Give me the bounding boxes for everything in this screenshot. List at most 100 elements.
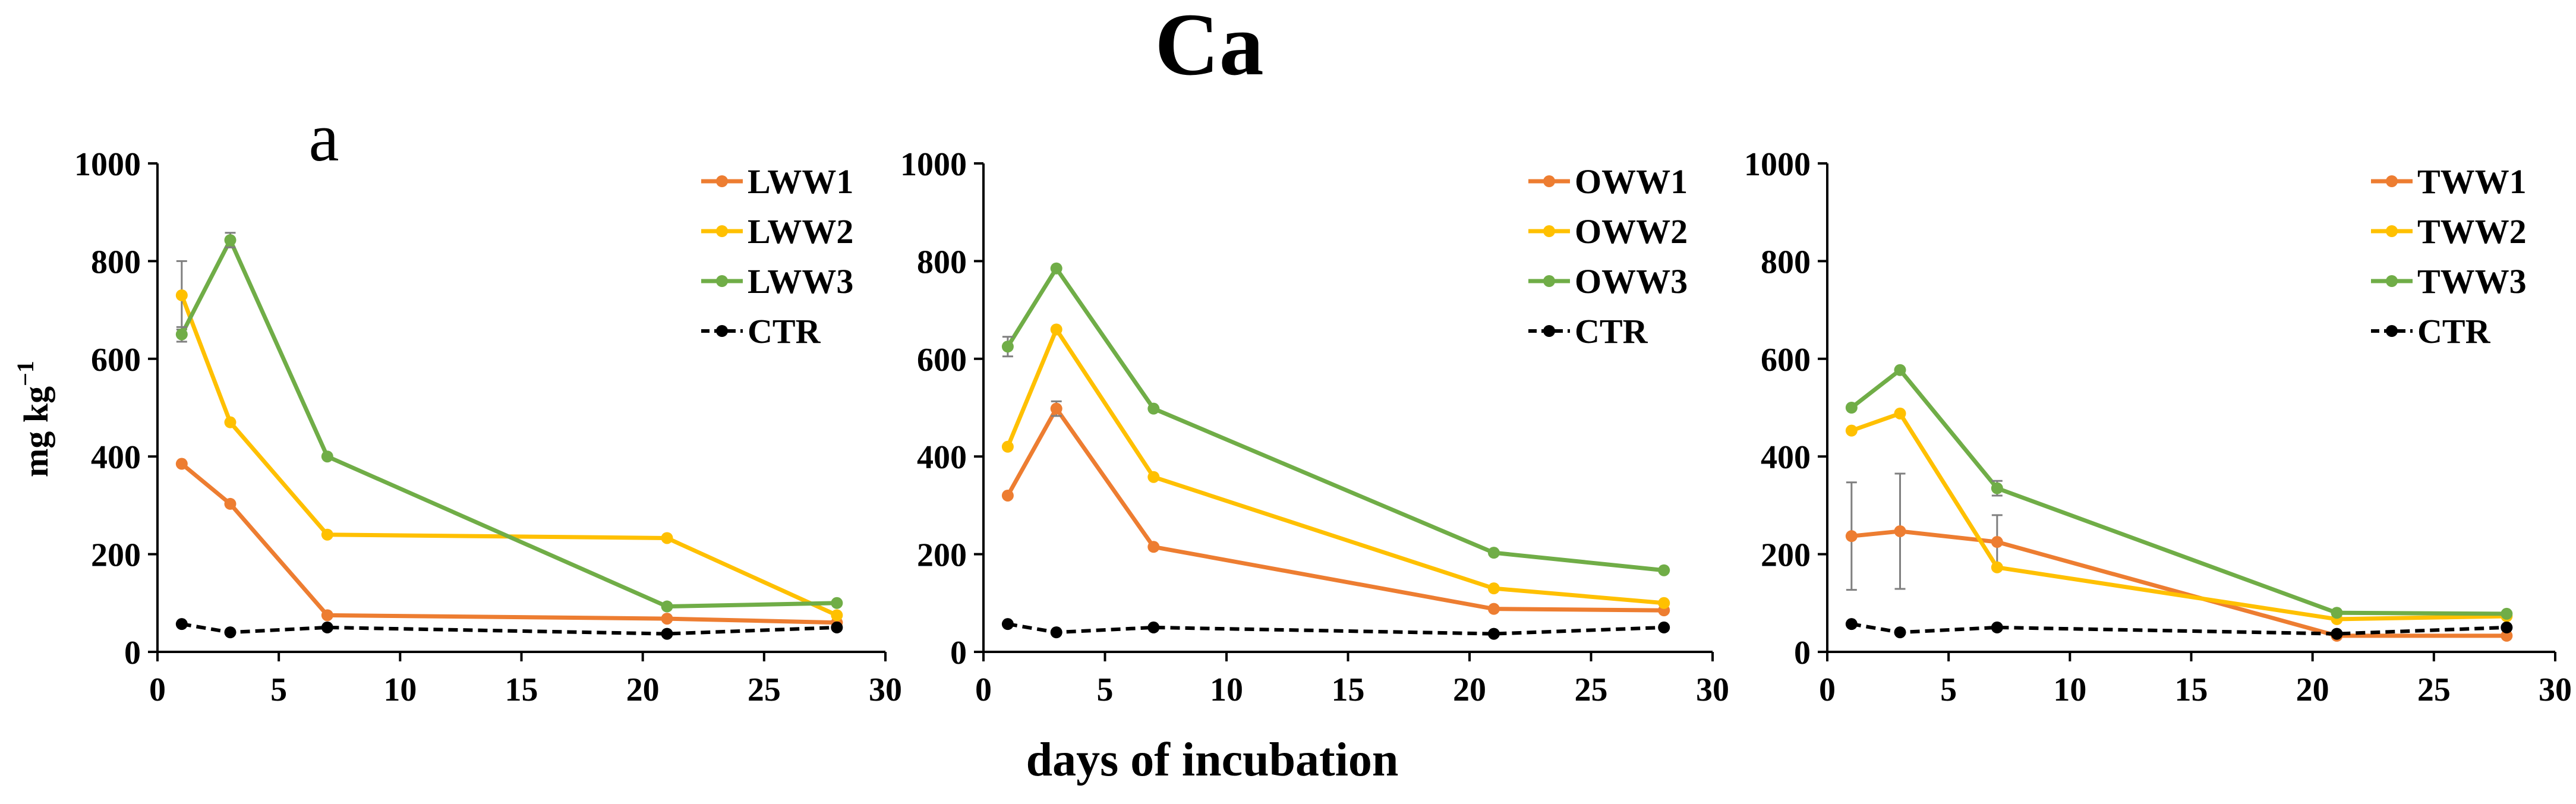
y-axis-label: mg kg−1 [12, 361, 55, 477]
series-line [1851, 529, 2507, 638]
series-CTR [175, 618, 843, 640]
data-point [831, 597, 843, 609]
x-tick-label: 10 [1210, 671, 1243, 708]
data-point [1001, 340, 1014, 353]
data-point [661, 600, 673, 613]
series-line [1005, 406, 1664, 613]
data-point [1658, 564, 1670, 576]
data-point [1001, 489, 1014, 502]
data-point [175, 458, 188, 470]
x-tick-label: 10 [2053, 671, 2086, 708]
legend-label: TWW1 [2417, 162, 2527, 201]
data-point [1845, 618, 1858, 630]
legend-marker [2386, 275, 2398, 287]
series-TWW3 [1845, 364, 2513, 620]
legend-item: TWW1 [2371, 162, 2527, 201]
data-point [2501, 629, 2513, 642]
data-point [175, 328, 188, 340]
y-tick-label: 800 [91, 244, 141, 280]
legend-marker [1543, 225, 1555, 237]
panel-letter: a [308, 100, 339, 175]
data-point [1894, 626, 1906, 639]
legend-marker [1543, 175, 1555, 187]
y-tick-label: 400 [917, 439, 967, 476]
legend-item: LWW2 [701, 212, 853, 251]
series-CTR [1001, 618, 1670, 640]
data-point [1894, 525, 1906, 537]
series-LWW3 [175, 232, 843, 613]
data-point [2501, 607, 2513, 620]
y-tick-label: 200 [917, 537, 967, 574]
y-tick-label: 600 [1761, 342, 1811, 379]
data-point [1991, 482, 2003, 494]
y-tick-label: 400 [1761, 439, 1811, 476]
data-point [1658, 621, 1670, 633]
x-tick-label: 20 [2296, 671, 2329, 708]
legend-item: OWW1 [1528, 162, 1688, 201]
data-point [1050, 402, 1062, 415]
data-point [2331, 607, 2343, 619]
x-tick-label: 25 [2417, 671, 2451, 708]
data-point [224, 416, 237, 428]
legend-marker [2386, 325, 2398, 337]
series-line [1005, 266, 1664, 573]
data-point [2331, 628, 2343, 640]
legend-marker [2386, 175, 2398, 187]
legend-label: LWW3 [748, 262, 853, 301]
series-CTR [1845, 618, 2513, 640]
series-line [179, 294, 838, 617]
legend-label: OWW3 [1575, 262, 1688, 301]
legend-item: LWW3 [701, 262, 853, 301]
legend-marker [716, 325, 728, 337]
legend-label: CTR [748, 312, 821, 351]
data-point [1894, 364, 1906, 376]
panel-3: 0 5 10 15 20 25 30 0 200 400 600 800 1000 TWW1 TWW2 TWW… [1744, 146, 2572, 708]
y-tick-label: 0 [950, 635, 967, 671]
series-line [1850, 411, 2507, 622]
x-tick-label: 30 [1696, 671, 1729, 708]
legend-marker [1543, 325, 1555, 337]
y-tick-label: 600 [91, 342, 141, 379]
legend-label: TWW2 [2417, 212, 2527, 251]
legend-item: OWW2 [1528, 212, 1688, 251]
y-tick-label: 1000 [74, 146, 141, 183]
legend-item: TWW2 [2371, 212, 2527, 251]
x-tick-label: 25 [1575, 671, 1608, 708]
y-axis-label-base: mg kg [17, 386, 55, 477]
series-line [1007, 622, 1664, 636]
series-TWW1 [1845, 472, 2513, 642]
series-line [181, 622, 837, 636]
series-OWW3 [1001, 262, 1670, 576]
legend-item: TWW3 [2371, 262, 2527, 301]
data-point [1487, 628, 1500, 640]
data-point [661, 628, 673, 640]
data-point [1487, 547, 1500, 559]
series-LWW2 [175, 260, 843, 622]
data-point [1001, 440, 1014, 453]
data-point [1845, 402, 1858, 414]
x-tick-label: 15 [2175, 671, 2208, 708]
x-tick-label: 20 [626, 671, 660, 708]
legend-marker [716, 275, 728, 287]
x-tick-label: 30 [869, 671, 902, 708]
data-point [1487, 603, 1500, 615]
data-point [1991, 561, 2003, 573]
series-OWW1 [1001, 400, 1670, 617]
data-point [224, 497, 237, 510]
y-tick-label: 200 [91, 537, 141, 574]
data-point [321, 621, 333, 633]
x-tick-label: 20 [1453, 671, 1486, 708]
series-OWW2 [1001, 323, 1670, 609]
data-point [661, 532, 673, 544]
data-point [1147, 541, 1160, 553]
data-point [831, 621, 843, 633]
legend-marker [1543, 275, 1555, 287]
x-tick-label: 15 [505, 671, 538, 708]
data-point [175, 289, 188, 301]
data-point [1487, 582, 1500, 595]
y-tick-label: 0 [1794, 635, 1811, 671]
legend-label: CTR [2417, 312, 2491, 351]
legend-label: LWW1 [748, 162, 853, 201]
